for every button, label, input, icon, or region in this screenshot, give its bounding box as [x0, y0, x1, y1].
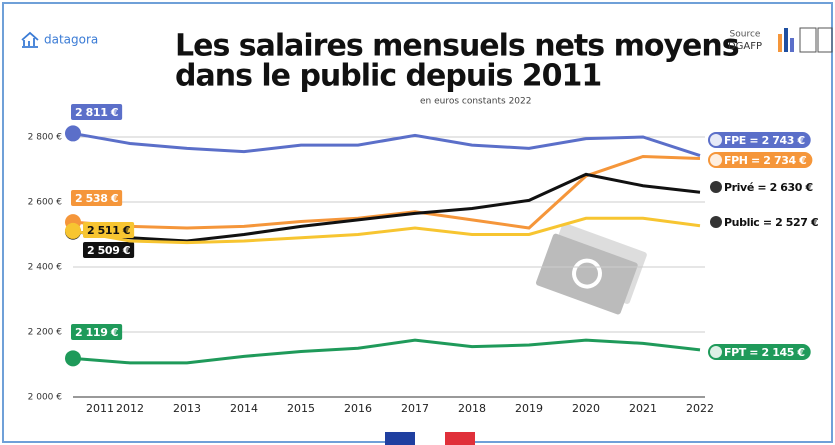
value-label: FPH = 2 734 €: [724, 154, 806, 167]
label-bg: [83, 222, 135, 238]
value-label: Privé = 2 630 €: [724, 181, 813, 194]
source-logo: [778, 27, 833, 53]
brand: datagora: [44, 33, 98, 47]
label-icon: [710, 346, 722, 358]
x-tick-label: 2017: [401, 402, 429, 415]
label-bg: [708, 132, 811, 148]
x-tick-label: 2019: [515, 402, 543, 415]
label-bg: [83, 242, 135, 258]
x-tick-label: 2014: [230, 402, 258, 415]
label-icon: [710, 154, 722, 166]
subtitle: en euros constants 2022: [420, 97, 531, 107]
x-tick-label: 2015: [287, 402, 315, 415]
y-tick-label: 2 400 €: [28, 263, 63, 273]
label-bg: [708, 344, 811, 360]
x-tick-label: 2016: [344, 402, 372, 415]
source: DGAFP: [728, 41, 762, 52]
y-tick-label: 2 600 €: [28, 198, 63, 208]
y-tick-label: 2 000 €: [28, 393, 63, 403]
value-label: 2 538 €: [75, 192, 118, 205]
flag: [385, 432, 475, 445]
label-bg: [71, 104, 123, 120]
label-bg: [71, 324, 123, 340]
x-tick-label: 2013: [173, 402, 201, 415]
point: [65, 222, 81, 239]
source-label: Source: [730, 30, 761, 40]
series-line: [72, 338, 701, 365]
chart-title: Les salaires mensuels nets moyens: [175, 29, 739, 64]
label-icon: [710, 134, 722, 146]
point: [65, 125, 81, 142]
label-bg: [71, 190, 123, 206]
series-line: [72, 154, 701, 230]
x-tick-label: 2021: [629, 402, 657, 415]
x-tick-label: 2020: [572, 402, 600, 415]
label-icon: [710, 216, 722, 228]
value-label: 2 119 €: [75, 326, 118, 339]
value-label: 2 509 €: [87, 244, 130, 257]
x-tick-label: 2011: [86, 402, 114, 415]
label-bg: [708, 152, 813, 168]
value-label: FPE = 2 743 €: [724, 134, 805, 147]
value-label: 2 811 €: [75, 106, 118, 119]
label-icon: [710, 181, 722, 193]
value-label: 2 511 €: [87, 224, 130, 237]
y-tick-label: 2 200 €: [28, 328, 63, 338]
value-label: FPT = 2 145 €: [724, 346, 805, 359]
value-label: Public = 2 527 €: [724, 216, 818, 229]
brand-logo: [21, 31, 39, 48]
y-tick-label: 2 800 €: [28, 133, 63, 143]
series-line: [72, 172, 701, 243]
label-bg: [708, 179, 819, 195]
x-tick-label: 2012: [116, 402, 144, 415]
series-line: [72, 216, 701, 245]
x-tick-label: 2022: [686, 402, 714, 415]
money-icon: [535, 223, 647, 315]
point: [65, 350, 81, 367]
chart-title: dans le public depuis 2011: [175, 59, 601, 94]
series-line: [72, 131, 701, 157]
x-tick-label: 2018: [458, 402, 486, 415]
